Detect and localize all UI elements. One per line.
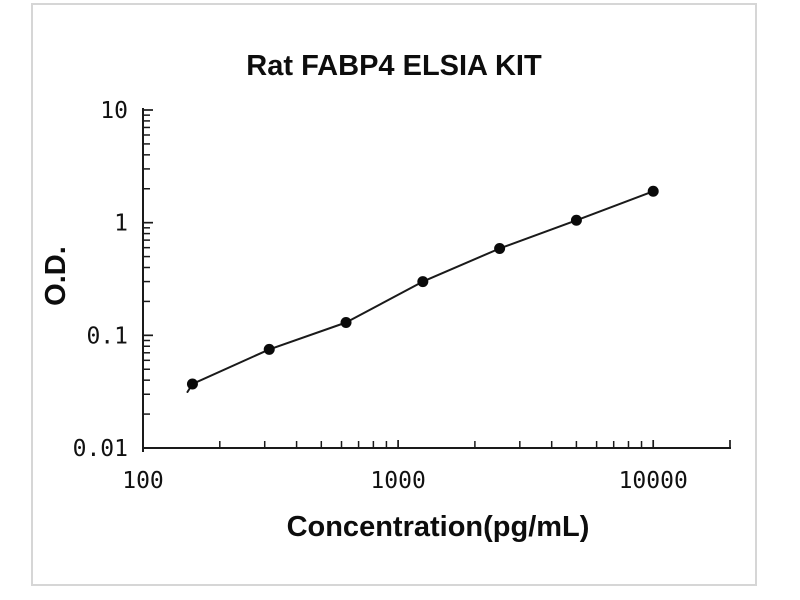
- chart-card: [31, 3, 757, 586]
- standard-curve-line: [186, 190, 655, 393]
- data-point: [417, 276, 429, 288]
- y-tick-label: 10: [100, 98, 128, 124]
- data-point: [340, 316, 352, 328]
- chart-title: Rat FABP4 ELSIA KIT: [246, 50, 542, 82]
- x-axis-label: Concentration(pg/mL): [286, 511, 590, 543]
- y-axis-label: O.D.: [40, 246, 72, 306]
- y-tick-label: 0.1: [86, 323, 128, 349]
- data-point: [494, 242, 506, 254]
- data-point: [186, 378, 198, 390]
- x-tick-label: 100: [122, 468, 164, 494]
- x-tick-label: 1000: [370, 468, 425, 494]
- data-point: [570, 214, 582, 226]
- data-point: [263, 343, 275, 355]
- y-tick-label: 1: [114, 211, 128, 237]
- x-tick-label: 10000: [619, 468, 688, 494]
- data-point: [647, 185, 659, 197]
- y-tick-label: 0.01: [73, 436, 128, 462]
